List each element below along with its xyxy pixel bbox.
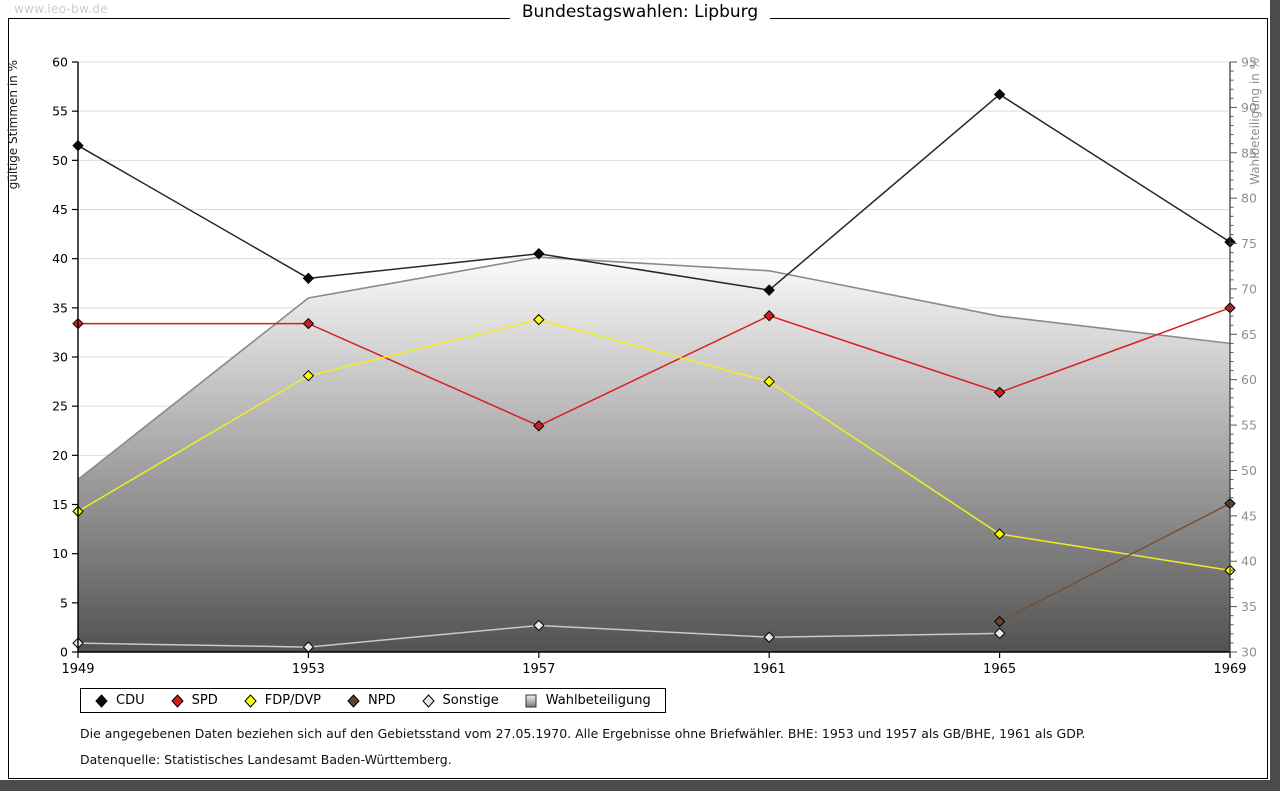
legend-item-npd: NPD bbox=[347, 693, 396, 708]
npd-marker-icon bbox=[347, 693, 360, 708]
legend-label-npd: NPD bbox=[367, 693, 396, 708]
right-axis-title: Wahlbeteiligung in % bbox=[1248, 58, 1262, 185]
legend-label-wahlbeteiligung: Wahlbeteiligung bbox=[545, 693, 651, 708]
fdp-dvp-marker-icon bbox=[244, 693, 257, 708]
series-wahlbeteiligung-area bbox=[77, 256, 1231, 652]
point-spd-1957 bbox=[533, 420, 545, 432]
svg-text:20: 20 bbox=[52, 448, 68, 463]
point-sonstige-1965 bbox=[993, 627, 1006, 640]
point-spd-1965 bbox=[993, 386, 1006, 399]
point-fdp-dvp-1957 bbox=[533, 313, 545, 326]
svg-text:65: 65 bbox=[1241, 327, 1257, 342]
svg-text:1965: 1965 bbox=[983, 662, 1016, 677]
point-sonstige-1961 bbox=[763, 631, 775, 643]
legend-item-fdp-dvp: FDP/DVP bbox=[244, 693, 321, 708]
svg-text:45: 45 bbox=[1241, 508, 1257, 523]
sonstige-marker-icon bbox=[421, 693, 435, 708]
legend-label-spd: SPD bbox=[191, 693, 218, 708]
svg-text:60: 60 bbox=[1241, 372, 1257, 387]
right-axis: 30 35 40 45 50 55 60 65 70 75 80 85 90 95 bbox=[1229, 55, 1257, 660]
svg-text:10: 10 bbox=[52, 546, 68, 561]
svg-text:75: 75 bbox=[1241, 236, 1257, 251]
footnote-datenquelle: Datenquelle: Statistisches Landesamt Bad… bbox=[80, 752, 452, 767]
legend-item-sonstige: Sonstige bbox=[421, 693, 499, 708]
svg-text:30: 30 bbox=[52, 350, 68, 365]
svg-text:0: 0 bbox=[60, 645, 68, 660]
svg-text:95: 95 bbox=[1241, 55, 1257, 70]
svg-text:85: 85 bbox=[1241, 145, 1257, 160]
point-fdp-dvp-1961 bbox=[763, 375, 775, 388]
page-title: Bundestagswahlen: Lipburg bbox=[509, 2, 771, 22]
point-cdu-1953 bbox=[302, 272, 315, 285]
svg-text:30: 30 bbox=[1241, 645, 1257, 660]
vertical-scrollbar[interactable] bbox=[1270, 0, 1280, 780]
svg-text:50: 50 bbox=[52, 153, 68, 168]
svg-text:35: 35 bbox=[52, 300, 68, 315]
legend-label-cdu: CDU bbox=[116, 693, 145, 708]
point-spd-1961 bbox=[763, 309, 775, 322]
svg-text:50: 50 bbox=[1241, 463, 1257, 478]
horizontal-scrollbar[interactable] bbox=[0, 780, 1280, 791]
svg-text:40: 40 bbox=[1241, 554, 1257, 569]
legend-item-wahlbeteiligung: Wahlbeteiligung bbox=[525, 693, 651, 708]
svg-text:1957: 1957 bbox=[522, 662, 555, 677]
point-spd-1953 bbox=[302, 317, 315, 330]
svg-text:40: 40 bbox=[52, 251, 68, 266]
svg-text:70: 70 bbox=[1241, 281, 1257, 296]
svg-text:5: 5 bbox=[60, 595, 68, 610]
svg-text:25: 25 bbox=[52, 399, 68, 414]
svg-text:1953: 1953 bbox=[292, 662, 325, 677]
svg-text:60: 60 bbox=[52, 55, 68, 70]
point-cdu-1957 bbox=[533, 248, 545, 260]
cdu-marker-icon bbox=[95, 693, 108, 708]
svg-text:55: 55 bbox=[1241, 418, 1257, 433]
point-cdu-1965 bbox=[993, 88, 1006, 101]
svg-text:1969: 1969 bbox=[1213, 662, 1246, 677]
legend-item-cdu: CDU bbox=[95, 693, 145, 708]
point-npd-1965 bbox=[993, 615, 1006, 628]
point-fdp-dvp-1953 bbox=[302, 369, 315, 382]
left-axis-title: gültige Stimmen in % bbox=[6, 60, 20, 190]
svg-text:55: 55 bbox=[52, 104, 68, 119]
svg-text:1949: 1949 bbox=[61, 662, 94, 677]
spd-marker-icon bbox=[170, 693, 184, 708]
legend-item-spd: SPD bbox=[170, 693, 218, 708]
series-sonstige bbox=[72, 619, 1006, 653]
wahlbeteiligung-marker-icon bbox=[525, 694, 537, 707]
svg-text:35: 35 bbox=[1241, 599, 1257, 614]
chart-legend: CDU SPD FDP/DVP NPD Sonstige Wahlbeteiligung bbox=[80, 688, 666, 713]
svg-text:45: 45 bbox=[52, 202, 68, 217]
series-npd bbox=[993, 497, 1236, 628]
footnote-gebietsstand: Die angegebenen Daten beziehen sich auf … bbox=[80, 726, 1086, 741]
legend-label-fdp-dvp: FDP/DVP bbox=[264, 693, 321, 708]
left-axis: 0 5 10 15 20 25 30 35 40 45 50 55 60 bbox=[52, 55, 79, 660]
watermark: www.leo-bw.de bbox=[10, 2, 112, 16]
x-axis: 1949 1953 1957 1961 1965 1969 bbox=[61, 651, 1247, 677]
point-fdp-dvp-1965 bbox=[993, 528, 1006, 540]
point-sonstige-1957 bbox=[533, 619, 545, 632]
svg-text:1961: 1961 bbox=[753, 662, 786, 677]
svg-text:80: 80 bbox=[1241, 191, 1257, 206]
svg-text:15: 15 bbox=[52, 497, 68, 512]
svg-text:90: 90 bbox=[1241, 100, 1257, 115]
legend-label-sonstige: Sonstige bbox=[442, 693, 499, 708]
point-cdu-1961 bbox=[763, 284, 775, 296]
series-cdu bbox=[72, 88, 1236, 296]
